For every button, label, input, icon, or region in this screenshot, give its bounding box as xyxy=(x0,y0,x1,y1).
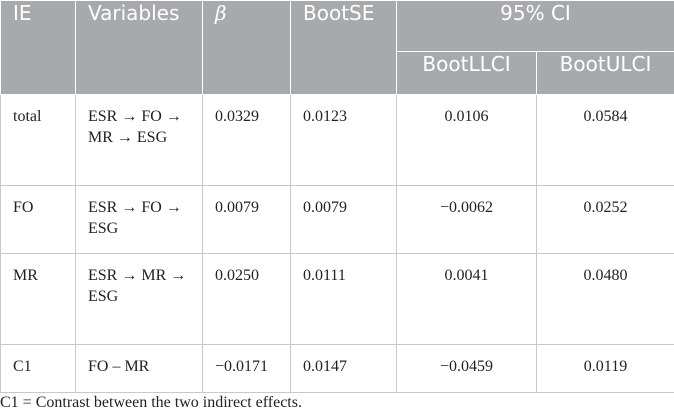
cell-bootulci: 0.0584 xyxy=(536,94,674,186)
cell-variables: ESR → FO → MR → ESG xyxy=(75,94,203,186)
cell-variables: ESR → FO → ESG xyxy=(75,185,203,254)
header-bootllci: BootLLCI xyxy=(396,51,537,95)
cell-bootulci: 0.0119 xyxy=(536,344,674,393)
cell-bootse: 0.0147 xyxy=(290,344,397,393)
table-footnote: C1 = Contrast between the two indirect e… xyxy=(0,394,302,411)
header-row: IE Variables β BootSE 95% CI xyxy=(0,0,674,95)
table-row: total ESR → FO → MR → ESG 0.0329 0.0123 … xyxy=(0,94,674,186)
cell-beta: 0.0250 xyxy=(202,253,291,345)
cell-beta: −0.0171 xyxy=(202,344,291,393)
indirect-effects-table: IE Variables β BootSE 95% CI BootLLCI Bo… xyxy=(0,0,674,393)
cell-ie: total xyxy=(0,94,76,186)
cell-bootse: 0.0123 xyxy=(290,94,397,186)
cell-bootllci: 0.0106 xyxy=(396,94,537,186)
cell-bootllci: 0.0041 xyxy=(396,253,537,345)
cell-variables: FO – MR xyxy=(75,344,203,393)
cell-ie: MR xyxy=(0,253,76,345)
table-row: MR ESR → MR → ESG 0.0250 0.0111 0.0041 0… xyxy=(0,253,674,345)
cell-ie: C1 xyxy=(0,344,76,393)
header-ie: IE xyxy=(0,0,76,95)
cell-bootulci: 0.0480 xyxy=(536,253,674,345)
cell-bootllci: −0.0062 xyxy=(396,185,537,254)
cell-bootse: 0.0079 xyxy=(290,185,397,254)
header-beta: β xyxy=(202,0,291,95)
cell-ie: FO xyxy=(0,185,76,254)
cell-bootse: 0.0111 xyxy=(290,253,397,345)
header-subrow: BootLLCI BootULCI xyxy=(1,51,674,95)
cell-bootllci: −0.0459 xyxy=(396,344,537,393)
table-row: FO ESR → FO → ESG 0.0079 0.0079 −0.0062 … xyxy=(0,185,674,254)
header-bootulci: BootULCI xyxy=(536,51,674,95)
header-bootse: BootSE xyxy=(290,0,397,95)
header-variables: Variables xyxy=(75,0,203,95)
cell-beta: 0.0329 xyxy=(202,94,291,186)
cell-variables: ESR → MR → ESG xyxy=(75,253,203,345)
header-95-ci: 95% CI xyxy=(396,0,674,52)
cell-beta: 0.0079 xyxy=(202,185,291,254)
table-row: C1 FO – MR −0.0171 0.0147 −0.0459 0.0119 xyxy=(0,344,674,393)
cell-bootulci: 0.0252 xyxy=(536,185,674,254)
